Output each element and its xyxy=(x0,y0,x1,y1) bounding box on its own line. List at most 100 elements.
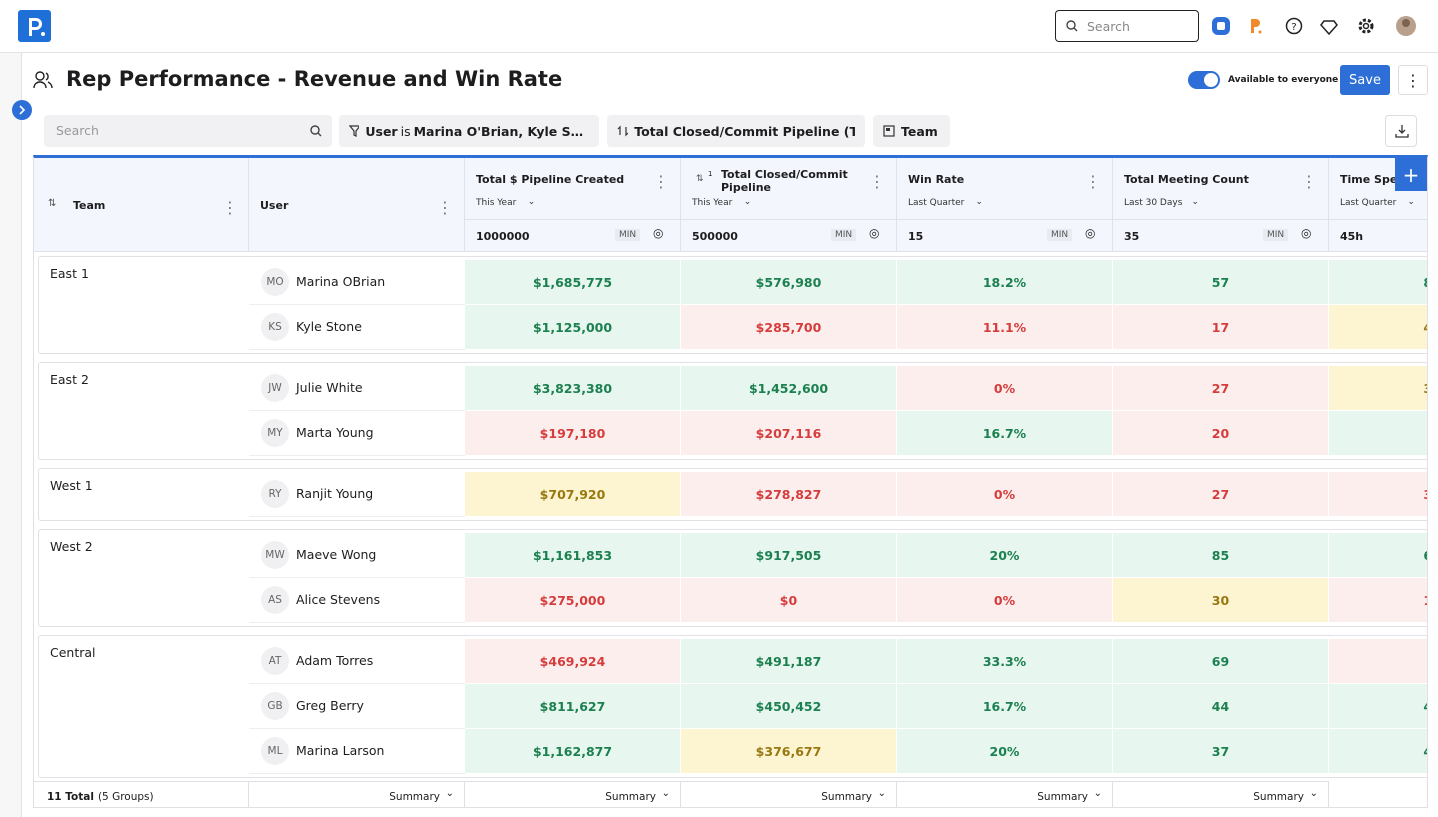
metric-cell: $285,700 xyxy=(681,305,897,350)
target-icon: ◎ xyxy=(869,226,880,240)
user-name[interactable]: Maeve Wong xyxy=(296,547,377,562)
metric-cell: 20% xyxy=(897,533,1113,578)
metric-cell: 84h xyxy=(1329,260,1427,305)
download-icon xyxy=(1395,125,1409,138)
sort-label: Total Closed/Commit Pipeline (T... xyxy=(634,123,855,139)
period-caret: ⌄ xyxy=(743,197,752,207)
add-column[interactable]: + xyxy=(1395,158,1427,191)
nav-icons[interactable]: ? xyxy=(1211,16,1421,38)
column-title: Total Meeting Count xyxy=(1124,173,1249,186)
table-search[interactable]: Search xyxy=(44,115,332,147)
table-body: East 1 MO Marina OBrian $1,685,775 $576,980 1… xyxy=(34,252,1427,781)
sort-rank: 1 xyxy=(708,170,713,178)
user-name[interactable]: Alice Stevens xyxy=(296,592,381,607)
save-button[interactable]: Save xyxy=(1340,65,1390,95)
column-title: Total $ Pipeline Created xyxy=(476,173,625,186)
avatar: GB xyxy=(261,692,289,720)
avatar: MW xyxy=(261,541,289,569)
sort-chip[interactable]: Total Closed/Commit Pipeline (T... xyxy=(607,115,865,147)
user-name[interactable]: Julie White xyxy=(296,380,363,395)
footer-summary[interactable]: Summary ⌄ xyxy=(681,781,897,807)
search-icon xyxy=(1066,20,1078,32)
metric-cell: 63h xyxy=(1329,533,1427,578)
metric-header: Total $ Pipeline Created ⋮ This Year ⌄ 10000… xyxy=(465,158,681,252)
metric-cell: $450,452 xyxy=(681,684,897,729)
metric-cell: 85 xyxy=(1113,533,1329,578)
summary-label: Summary xyxy=(1253,790,1304,803)
user-name[interactable]: Ranjit Young xyxy=(296,486,374,501)
summary-label: Summary xyxy=(389,790,440,803)
column-menu[interactable]: ⋮ xyxy=(869,172,885,191)
column-menu[interactable]: ⋮ xyxy=(222,198,238,217)
metric-cell: $576,980 xyxy=(681,260,897,305)
column-period[interactable]: Last Quarter xyxy=(1340,198,1397,208)
target-mode[interactable]: MIN xyxy=(831,229,857,241)
column-period[interactable]: Last Quarter xyxy=(908,198,965,208)
user-name[interactable]: Marta Young xyxy=(296,425,374,440)
filter-operator: is xyxy=(400,123,411,139)
metric-cell: 46h xyxy=(1329,684,1427,729)
metric-cell: 30 xyxy=(1113,578,1329,623)
target-mode[interactable]: MIN xyxy=(1263,229,1289,241)
metric-cell: $1,161,853 xyxy=(465,533,681,578)
avatar: AS xyxy=(261,586,289,614)
column-menu[interactable]: ⋮ xyxy=(1301,172,1317,191)
column-period[interactable]: This Year xyxy=(476,198,517,208)
metric-cell: 47h xyxy=(1329,729,1427,774)
column-menu[interactable]: ⋮ xyxy=(653,172,669,191)
summary-caret: ⌄ xyxy=(1309,788,1318,799)
column-title: Total Closed/Commit Pipeline xyxy=(721,168,848,194)
user-name[interactable]: Marina OBrian xyxy=(296,274,386,289)
summary-caret: ⌄ xyxy=(661,788,670,799)
metric-cell: 37 xyxy=(1113,729,1329,774)
nav-search[interactable]: Search xyxy=(1055,10,1199,42)
table-search-placeholder: Search xyxy=(56,123,99,138)
footer-summary[interactable]: Summary ⌄ xyxy=(897,781,1113,807)
footer-summary[interactable]: Summary ⌄ xyxy=(249,781,465,807)
metric-header: Win Rate ⋮ Last Quarter ⌄ 15 MIN ◎ xyxy=(897,158,1113,252)
target-mode[interactable]: MIN xyxy=(615,229,641,241)
metric-cell: 20% xyxy=(897,729,1113,774)
column-period[interactable]: This Year xyxy=(692,198,733,208)
user-name[interactable]: Marina Larson xyxy=(296,743,385,758)
target-mode[interactable]: MIN xyxy=(1047,229,1073,241)
team-name: East 1 xyxy=(50,266,89,281)
data-table: ⇅ Team ⋮ User ⋮ Total $ Pipeline Created ⋮ This… xyxy=(33,155,1428,808)
target-icon: ◎ xyxy=(1301,226,1312,240)
metric-cell: $197,180 xyxy=(465,411,681,456)
metric-cell: 16.7% xyxy=(897,411,1113,456)
more-button[interactable]: ⋮ xyxy=(1398,65,1428,95)
footer-summary[interactable]: Summary ⌄ xyxy=(465,781,681,807)
logo[interactable] xyxy=(18,10,51,42)
group-count: (5 Groups) xyxy=(97,790,154,803)
people-icon xyxy=(33,71,53,89)
user-name[interactable]: Adam Torres xyxy=(296,653,374,668)
user-name[interactable]: Kyle Stone xyxy=(296,319,362,334)
column-target: 500000 xyxy=(692,230,738,243)
column-period[interactable]: Last 30 Days xyxy=(1124,198,1183,208)
user-name[interactable]: Greg Berry xyxy=(296,698,364,713)
filter-field: User xyxy=(365,123,398,139)
sidebar-toggle[interactable] xyxy=(11,99,33,121)
download-button[interactable] xyxy=(1385,115,1417,147)
column-menu[interactable]: ⋮ xyxy=(1085,172,1101,191)
footer-summary[interactable]: Summary ⌄ xyxy=(1113,781,1329,807)
column-menu[interactable]: ⋮ xyxy=(437,198,453,217)
avatar: AT xyxy=(261,647,289,675)
team-header: ⇅ Team ⋮ xyxy=(34,158,249,252)
top-nav: Search ? xyxy=(0,0,1438,53)
metric-cell: $469,924 xyxy=(465,639,681,684)
metric-cell: $0 xyxy=(681,578,897,623)
team-name: Central xyxy=(50,645,96,660)
footer-total: 11 Total (5 Groups) xyxy=(34,781,249,807)
filter-value: Marina O'Brian, Kyle Stone... xyxy=(413,123,589,139)
group-chip[interactable]: Team xyxy=(873,115,950,147)
metric-cell: 7h xyxy=(1329,639,1427,684)
metric-cell: $1,162,877 xyxy=(465,729,681,774)
share-toggle[interactable] xyxy=(1188,71,1220,89)
summary-caret: ⌄ xyxy=(445,788,454,799)
total-count: 11 Total xyxy=(47,790,94,803)
team-header-label: Team xyxy=(73,199,106,212)
avatar: KS xyxy=(261,313,289,341)
